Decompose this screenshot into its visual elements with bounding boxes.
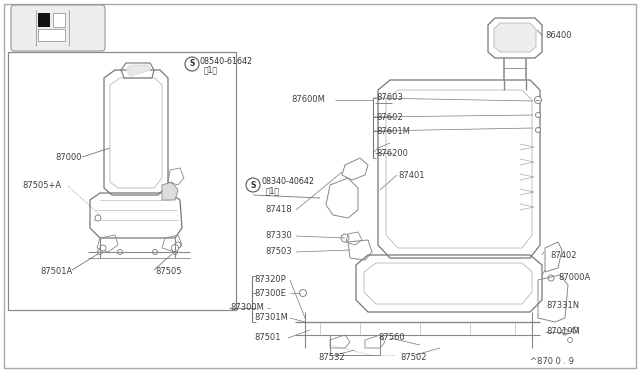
Circle shape [118, 250, 122, 254]
Circle shape [548, 275, 554, 281]
Circle shape [175, 242, 181, 248]
Text: 87603: 87603 [376, 93, 403, 103]
Text: 87301M: 87301M [254, 314, 288, 323]
Text: 〈1〉: 〈1〉 [266, 186, 280, 196]
Text: 〈1〉: 〈1〉 [204, 65, 218, 74]
Circle shape [173, 250, 177, 254]
Circle shape [246, 178, 260, 192]
Text: 87502: 87502 [400, 353, 426, 362]
Text: 86400: 86400 [545, 31, 572, 39]
Text: S: S [250, 180, 256, 189]
Text: 87402: 87402 [550, 250, 577, 260]
Text: S: S [189, 60, 195, 68]
Text: 87000: 87000 [55, 153, 81, 161]
Circle shape [572, 327, 578, 333]
Bar [53, 13, 65, 27]
Bar [38, 29, 65, 41]
Text: 87501A: 87501A [40, 267, 72, 276]
Text: 87602: 87602 [376, 112, 403, 122]
Text: 87000A: 87000A [558, 273, 590, 282]
Text: 87503: 87503 [265, 247, 292, 257]
Bar [8, 52, 236, 310]
Circle shape [95, 215, 101, 221]
Text: 87418: 87418 [265, 205, 292, 215]
Polygon shape [126, 65, 151, 76]
Text: 87501: 87501 [254, 334, 280, 343]
Text: 87330: 87330 [265, 231, 292, 241]
Text: 87300E: 87300E [254, 289, 286, 298]
Text: 87600M: 87600M [291, 96, 325, 105]
Text: 87019M: 87019M [546, 327, 580, 337]
Text: 87331N: 87331N [546, 301, 579, 310]
Bar [38, 13, 50, 27]
Circle shape [100, 245, 106, 251]
Text: 876200: 876200 [376, 148, 408, 157]
Text: 08540-61642: 08540-61642 [200, 57, 253, 65]
Text: 87601M: 87601M [376, 126, 410, 135]
FancyBboxPatch shape [11, 5, 105, 51]
Circle shape [185, 57, 199, 71]
Polygon shape [162, 182, 178, 200]
Circle shape [536, 128, 541, 132]
Circle shape [568, 337, 573, 343]
Text: 87560: 87560 [378, 334, 404, 343]
Text: 08340-40642: 08340-40642 [262, 176, 315, 186]
Text: ^870 0 . 9: ^870 0 . 9 [530, 357, 574, 366]
Circle shape [534, 96, 541, 103]
Circle shape [300, 289, 307, 296]
Text: 87505: 87505 [155, 267, 182, 276]
Circle shape [341, 234, 349, 242]
Circle shape [562, 329, 568, 335]
Text: 87505+A: 87505+A [22, 182, 61, 190]
Circle shape [172, 244, 179, 251]
Text: 87320P: 87320P [254, 276, 285, 285]
Text: 87300M: 87300M [230, 304, 264, 312]
Text: 87401: 87401 [398, 170, 424, 180]
Polygon shape [494, 23, 536, 52]
Circle shape [152, 250, 157, 254]
Circle shape [97, 250, 102, 254]
Circle shape [536, 112, 541, 118]
Text: 87532: 87532 [318, 353, 344, 362]
